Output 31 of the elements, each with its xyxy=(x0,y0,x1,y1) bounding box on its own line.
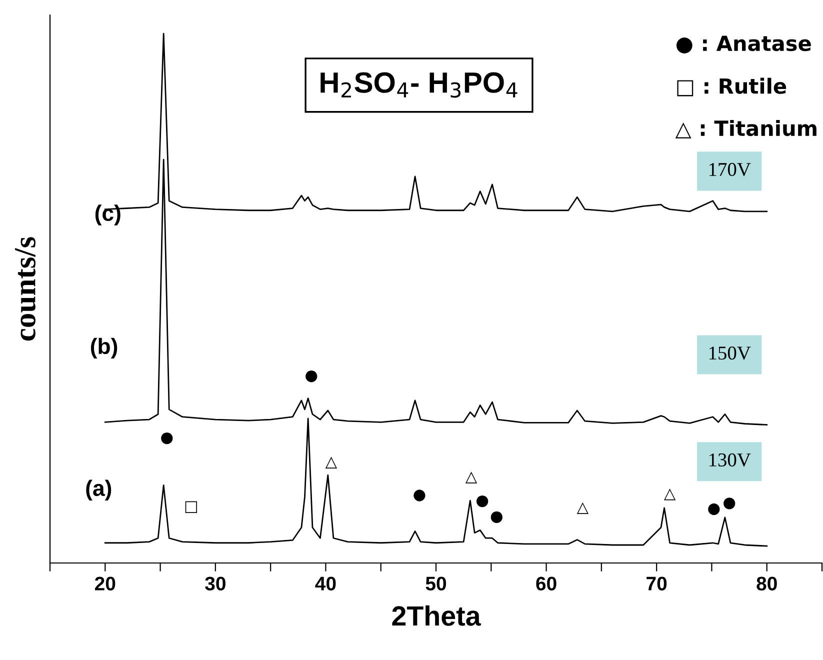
x-tick-label: 70 xyxy=(646,576,667,590)
annotation: ● xyxy=(724,498,736,510)
annotation: ● : Anatase xyxy=(676,36,811,54)
x-tick-label: 20 xyxy=(95,576,116,590)
text: H$_{2}$SO$_{4}$- H$_{3}$PO$_{4}$ xyxy=(320,72,518,98)
annotation: □ : Rutile xyxy=(677,78,786,96)
annotation: (c) xyxy=(95,204,120,226)
annotation: (b) xyxy=(90,338,118,359)
x-axis-title: 2Theta xyxy=(392,605,481,626)
annotation: ● xyxy=(476,495,488,508)
annotation: (a) xyxy=(86,480,112,500)
annotation: □ xyxy=(185,501,197,513)
annotation: 170V xyxy=(709,162,751,176)
y-axis-title: counts/s xyxy=(15,237,36,341)
x-tick-label: 60 xyxy=(536,576,556,590)
annotation: ● xyxy=(306,370,318,382)
annotation: ● xyxy=(414,490,426,502)
annotation: △ xyxy=(664,488,676,500)
annotation: 130V xyxy=(709,453,751,467)
x-tick-label: 30 xyxy=(205,576,226,591)
x-tick-label: 80 xyxy=(756,576,777,590)
annotation: △ xyxy=(576,502,589,514)
annotation: ● xyxy=(708,503,720,516)
x-tick-label: 40 xyxy=(315,576,336,590)
annotation: △ : Titanium xyxy=(675,120,816,138)
annotation: ● xyxy=(161,432,173,444)
x-tick-label: 50 xyxy=(426,576,446,590)
annotation: △ xyxy=(325,456,338,468)
annotation: △ xyxy=(465,472,478,484)
annotation: ● xyxy=(490,511,502,524)
annotation: 150V xyxy=(709,346,751,360)
